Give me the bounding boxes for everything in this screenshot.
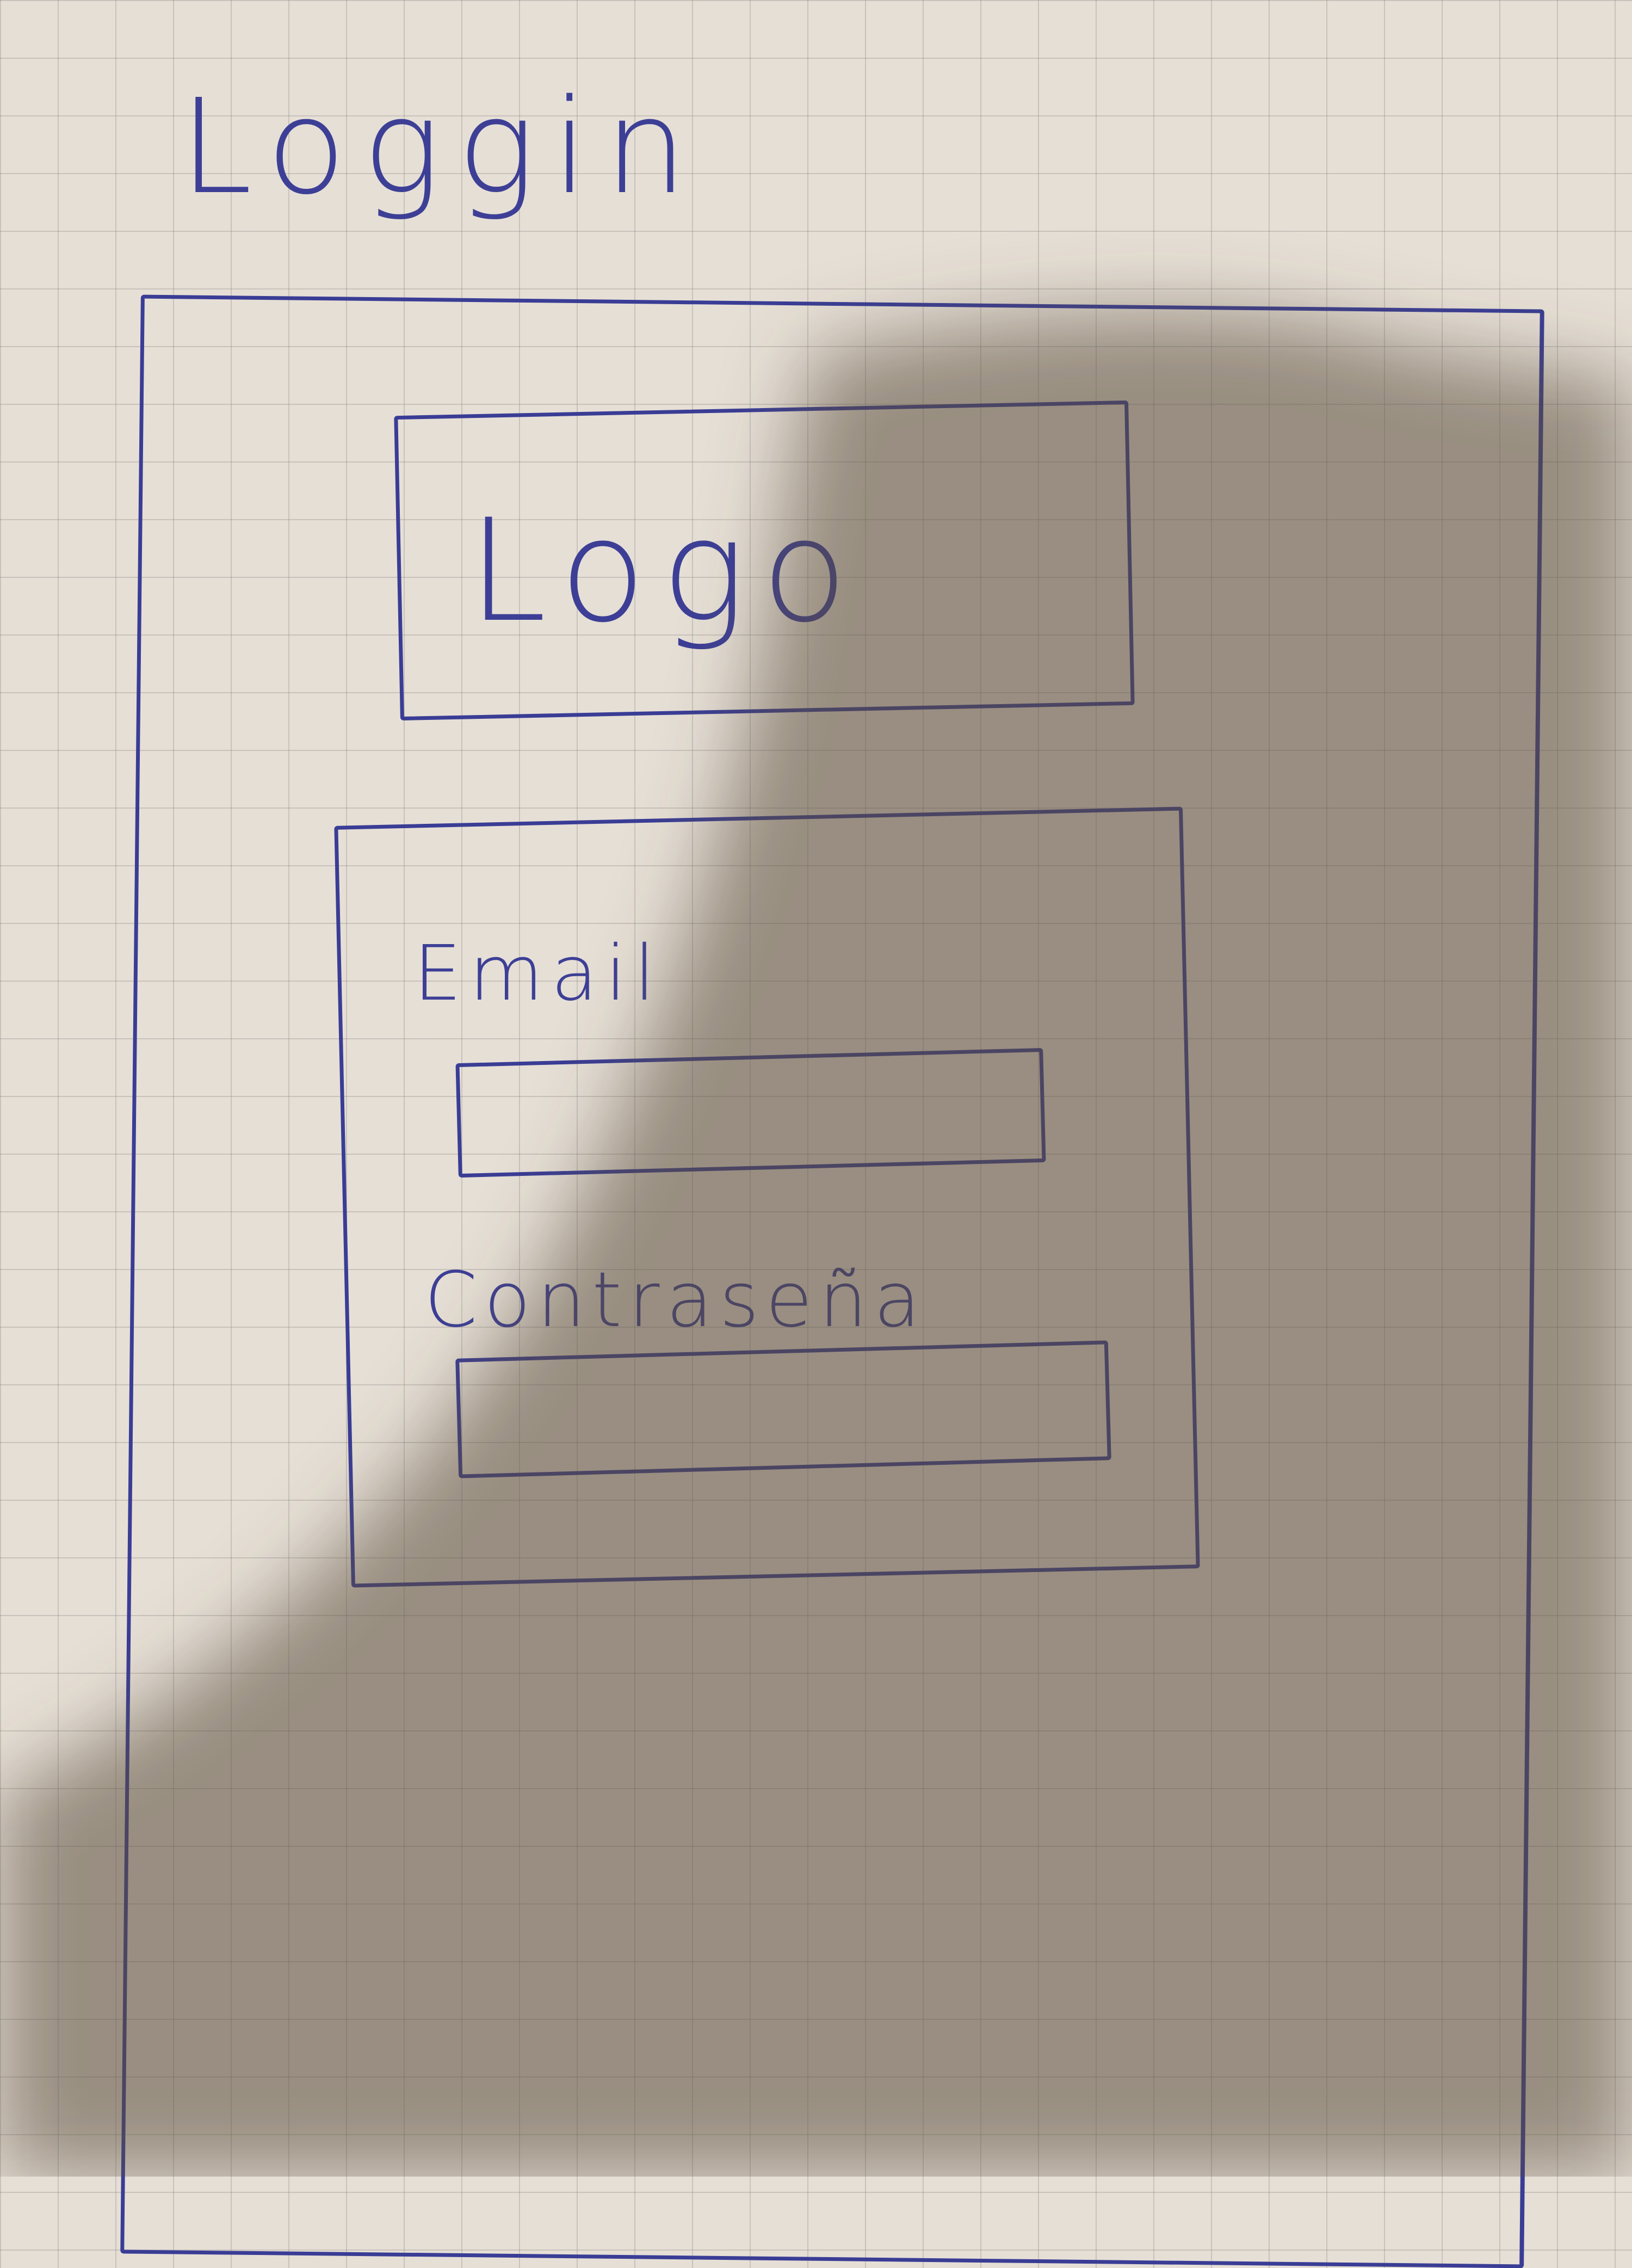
page-title: Loggin [180,71,704,223]
password-label: Contraseña [424,1256,927,1345]
email-label: Email [413,929,663,1018]
email-field[interactable] [455,1047,1046,1178]
logo-label: Logo [468,489,863,654]
password-field[interactable] [455,1340,1111,1478]
